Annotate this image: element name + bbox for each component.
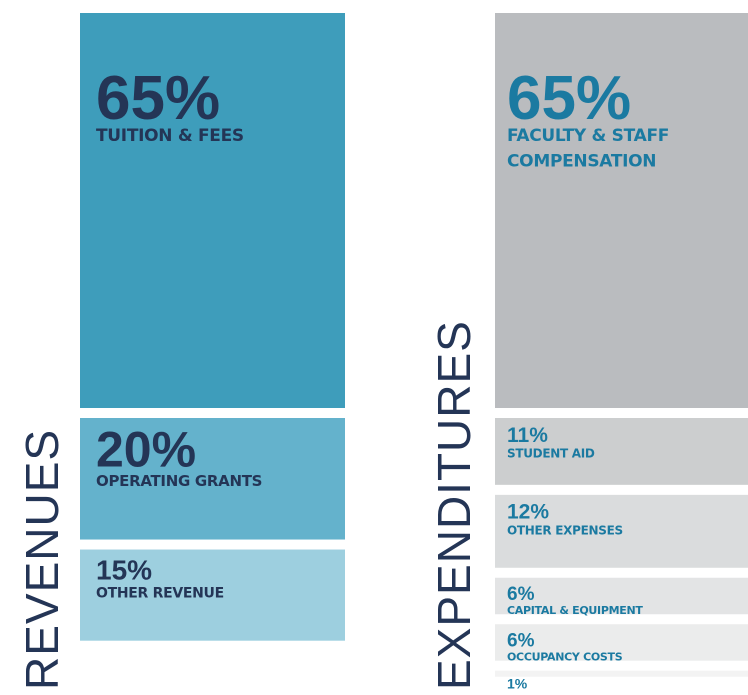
line: OTHER REVENUE: [96, 586, 224, 602]
block: [495, 670, 748, 677]
block: [495, 13, 748, 408]
block: [80, 13, 345, 408]
line: OPERATING GRANTS: [96, 472, 262, 490]
percent-label: 6%: [507, 630, 535, 651]
category-label: OTHER REVENUE: [96, 586, 224, 602]
line: OCCUPANCY COSTS: [507, 651, 623, 664]
column: EXPENDITURES 65%FACULTY & STAFF COMPENSATI…: [428, 13, 748, 695]
category-label: STUDENT AID: [507, 446, 595, 460]
percent-label: 12%: [507, 501, 549, 524]
column-title: EXPENDITURES: [428, 320, 480, 690]
percent-label: 65%: [507, 64, 631, 133]
line: PENSION CONTINGENCY: [507, 693, 651, 695]
category-label: FACULTY & STAFF COMPENSATION: [507, 126, 669, 172]
category-label: PENSION CONTINGENCY: [507, 693, 651, 695]
percent-label: 1%: [507, 676, 528, 692]
line: COMPENSATION: [507, 152, 656, 172]
category-label: OPERATING GRANTS: [96, 472, 262, 490]
category-label: OTHER EXPENSES: [507, 523, 623, 537]
line: TUITION & FEES: [96, 126, 244, 146]
percent-label: 11%: [507, 424, 548, 447]
percent-label: 6%: [507, 584, 535, 605]
block: [495, 494, 748, 568]
block: [80, 549, 345, 641]
category-label: TUITION & FEES: [96, 126, 244, 146]
block: [495, 624, 748, 661]
block: [495, 418, 748, 485]
block: [80, 418, 345, 540]
percent-label: 20%: [96, 422, 196, 478]
category-label: OCCUPANCY COSTS: [507, 651, 623, 664]
line: OTHER EXPENSES: [507, 523, 623, 537]
column: REVENUES 65%TUITION & FEES 20%OPERATING GR…: [16, 13, 345, 690]
block: [495, 577, 748, 615]
column-title: REVENUES: [16, 429, 68, 690]
line: FACULTY & STAFF: [507, 126, 669, 146]
percent-label: 15%: [96, 554, 152, 585]
line: CAPITAL & EQUIPMENT: [507, 604, 643, 617]
line: STUDENT AID: [507, 446, 595, 460]
percent-label: 65%: [96, 64, 220, 133]
category-label: CAPITAL & EQUIPMENT: [507, 604, 643, 617]
